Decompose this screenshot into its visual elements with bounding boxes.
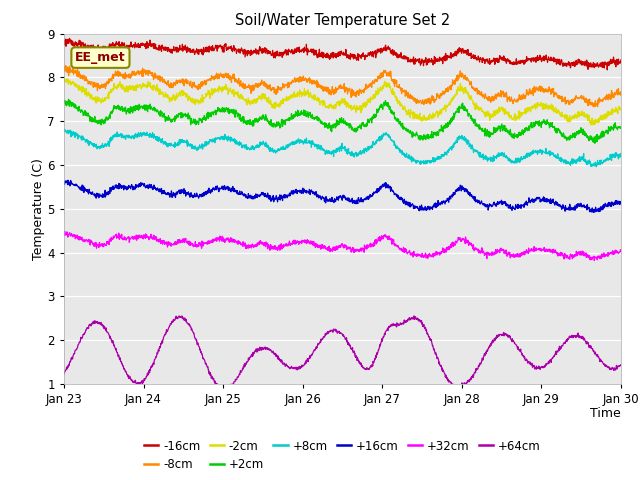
X-axis label: Time: Time (590, 408, 621, 420)
Line: +16cm: +16cm (64, 180, 621, 212)
+8cm (220, 136, 227, 142)
Line: -2cm: -2cm (64, 79, 621, 125)
-8cm (617, 89, 625, 95)
-16cm (261, 45, 269, 50)
+2cm (109, 108, 116, 113)
+16cm (271, 195, 279, 201)
+2cm (261, 118, 269, 123)
+32cm (220, 239, 227, 244)
+8cm (617, 151, 625, 156)
Line: +32cm: +32cm (64, 231, 621, 261)
-16cm (271, 49, 279, 55)
-2cm (433, 109, 441, 115)
-16cm (65, 36, 73, 41)
+16cm (315, 195, 323, 201)
Line: -8cm: -8cm (64, 65, 621, 107)
+32cm (271, 243, 279, 249)
Legend: -16cm, -8cm, -2cm, +2cm, +8cm, +16cm, +32cm, +64cm: -16cm, -8cm, -2cm, +2cm, +8cm, +16cm, +3… (140, 435, 545, 476)
-8cm (62, 62, 70, 68)
+2cm (315, 115, 323, 120)
-16cm (433, 58, 441, 63)
-16cm (604, 67, 611, 73)
+64cm (410, 313, 418, 319)
-2cm (109, 86, 116, 92)
+32cm (315, 242, 323, 248)
+2cm (65, 96, 72, 102)
+64cm (108, 339, 116, 345)
+64cm (222, 387, 230, 393)
-8cm (433, 91, 441, 97)
-8cm (315, 83, 323, 89)
Y-axis label: Temperature (C): Temperature (C) (32, 158, 45, 260)
+2cm (433, 129, 441, 134)
+64cm (617, 362, 625, 368)
+2cm (220, 107, 227, 112)
+32cm (261, 242, 269, 248)
+16cm (220, 187, 227, 192)
+16cm (60, 179, 68, 184)
+32cm (60, 232, 68, 238)
+8cm (61, 127, 68, 132)
-2cm (271, 106, 279, 111)
+16cm (433, 204, 441, 209)
+8cm (109, 137, 116, 143)
+8cm (433, 155, 441, 160)
+8cm (261, 141, 269, 147)
+2cm (60, 99, 68, 105)
-8cm (261, 82, 269, 87)
Line: +2cm: +2cm (64, 99, 621, 144)
+32cm (433, 249, 441, 255)
Line: +8cm: +8cm (64, 130, 621, 167)
+16cm (617, 200, 625, 205)
+64cm (434, 355, 442, 360)
-8cm (271, 87, 279, 93)
Line: +64cm: +64cm (64, 316, 621, 390)
Title: Soil/Water Temperature Set 2: Soil/Water Temperature Set 2 (235, 13, 450, 28)
+64cm (315, 342, 323, 348)
+32cm (617, 249, 625, 254)
+8cm (271, 147, 279, 153)
-8cm (220, 75, 227, 81)
-2cm (220, 85, 227, 91)
-16cm (109, 42, 116, 48)
+16cm (109, 187, 116, 192)
-2cm (261, 91, 269, 97)
-2cm (315, 97, 323, 103)
+64cm (261, 346, 269, 352)
-16cm (315, 54, 323, 60)
+32cm (61, 228, 68, 234)
-2cm (587, 122, 595, 128)
-2cm (617, 107, 625, 112)
+8cm (593, 164, 600, 169)
-2cm (63, 76, 71, 82)
+32cm (591, 258, 598, 264)
+64cm (60, 371, 68, 377)
-16cm (617, 57, 625, 63)
+2cm (271, 124, 279, 130)
+2cm (591, 141, 599, 146)
+8cm (60, 128, 68, 134)
Line: -16cm: -16cm (64, 38, 621, 70)
+2cm (617, 125, 625, 131)
+64cm (219, 385, 227, 391)
-8cm (594, 104, 602, 109)
Text: EE_met: EE_met (75, 51, 126, 64)
-16cm (220, 47, 227, 52)
+64cm (271, 352, 279, 358)
+8cm (315, 142, 323, 148)
+16cm (261, 194, 269, 200)
-8cm (109, 73, 116, 79)
+16cm (589, 209, 597, 215)
-8cm (60, 65, 68, 71)
-16cm (60, 41, 68, 47)
+32cm (109, 237, 116, 242)
-2cm (60, 78, 68, 84)
+16cm (64, 178, 72, 183)
